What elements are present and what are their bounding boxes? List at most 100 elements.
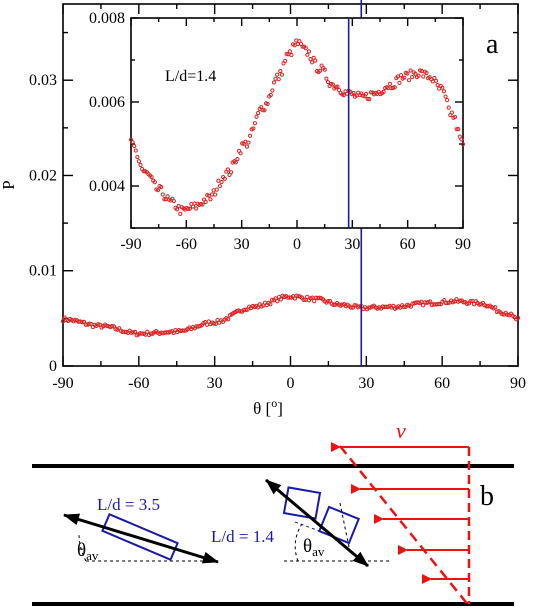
data-point	[381, 89, 386, 94]
x-tick-label: 30	[344, 236, 360, 253]
data-point	[251, 126, 256, 131]
inset-plot: -90 -60 30 0 30 60 90 0.004 0.006 0.008 L/d=1.4	[89, 10, 471, 253]
data-point	[194, 206, 199, 211]
data-point	[213, 192, 218, 197]
data-point	[225, 167, 230, 172]
rod-short-angle-base: θ	[303, 536, 312, 557]
data-point	[279, 72, 285, 77]
data-point	[171, 198, 176, 204]
rod-long-angle-sub: av	[86, 548, 99, 563]
data-point	[132, 143, 137, 149]
data-point	[387, 81, 393, 86]
data-point	[262, 108, 267, 113]
data-point	[413, 71, 418, 76]
data-point	[278, 297, 284, 302]
inset-plot-bg	[131, 18, 463, 228]
data-point	[364, 91, 369, 96]
velocity-profile: v	[331, 418, 471, 607]
data-point	[165, 194, 170, 199]
data-point	[178, 211, 183, 216]
data-point	[211, 321, 217, 326]
inset-data-series	[128, 38, 466, 216]
data-point	[440, 85, 445, 90]
data-point	[330, 82, 335, 87]
data-point	[132, 329, 138, 335]
data-point	[282, 58, 288, 64]
data-point	[160, 192, 165, 197]
x-tick-label: 60	[400, 236, 416, 253]
main-plot: -90 -60 30 0 30 60 90 0 0.01 0.02 0.03 P θ [o] a	[0, 0, 526, 418]
data-point	[252, 121, 258, 126]
data-point	[187, 206, 192, 211]
data-point	[408, 68, 413, 73]
data-point	[365, 96, 370, 101]
data-point	[304, 294, 310, 300]
x-tick-label: -60	[176, 236, 197, 253]
data-point	[296, 294, 301, 299]
data-point	[190, 204, 196, 209]
data-point	[457, 298, 463, 303]
data-point	[312, 298, 317, 304]
data-point	[130, 140, 135, 145]
data-point	[268, 301, 273, 307]
rod-short: L/d = 1.4 θav	[211, 478, 392, 568]
data-point	[424, 70, 429, 76]
data-point	[436, 301, 442, 307]
data-point	[275, 298, 280, 304]
data-point	[459, 137, 464, 142]
data-point	[260, 108, 265, 113]
velocity-label: v	[396, 418, 406, 443]
data-point	[275, 72, 280, 77]
data-point	[269, 297, 275, 303]
rod-short-angle-arc	[294, 523, 303, 562]
data-point	[186, 206, 191, 211]
x-axis-label: θ [o]	[253, 396, 283, 418]
data-point	[159, 184, 164, 190]
data-point	[445, 97, 450, 103]
profile-front-dashed	[339, 445, 470, 607]
rod-long: L/d = 3.5 θav	[63, 495, 219, 564]
data-point	[401, 304, 407, 310]
data-point	[152, 180, 157, 185]
x-tick-label: 0	[287, 375, 295, 392]
data-point	[326, 299, 331, 304]
data-point	[492, 305, 498, 310]
data-point	[441, 89, 447, 94]
data-point	[268, 92, 273, 98]
data-point	[238, 151, 243, 156]
data-point	[265, 101, 270, 106]
data-point	[248, 133, 253, 138]
data-point	[246, 140, 251, 145]
data-point	[155, 188, 161, 193]
data-point	[300, 44, 305, 49]
data-point	[301, 297, 306, 302]
x-tick-label: 60	[434, 375, 450, 392]
data-point	[287, 49, 292, 54]
data-point	[225, 316, 231, 322]
data-point	[392, 85, 397, 90]
data-point	[454, 127, 459, 132]
data-point	[289, 52, 294, 58]
data-point	[340, 302, 345, 307]
data-point	[271, 80, 277, 85]
data-point	[331, 302, 336, 308]
data-point	[368, 90, 373, 95]
rod-short-angle-sub: av	[312, 544, 325, 559]
y-axis-label: P	[0, 180, 18, 189]
data-point	[477, 302, 482, 307]
data-point	[433, 78, 439, 83]
data-point	[461, 299, 466, 305]
rod-short-director	[265, 478, 369, 568]
rod-long-label: L/d = 3.5	[97, 495, 160, 514]
data-point	[133, 148, 138, 153]
data-point	[351, 90, 356, 96]
data-point	[233, 160, 238, 165]
x-axis-label-end: ]	[277, 399, 283, 418]
data-point	[276, 77, 281, 82]
data-point	[325, 79, 331, 85]
data-point	[203, 199, 208, 204]
x-tick-label: 30	[358, 375, 374, 392]
data-point	[148, 331, 154, 336]
data-point	[238, 309, 243, 314]
data-point	[443, 94, 448, 99]
